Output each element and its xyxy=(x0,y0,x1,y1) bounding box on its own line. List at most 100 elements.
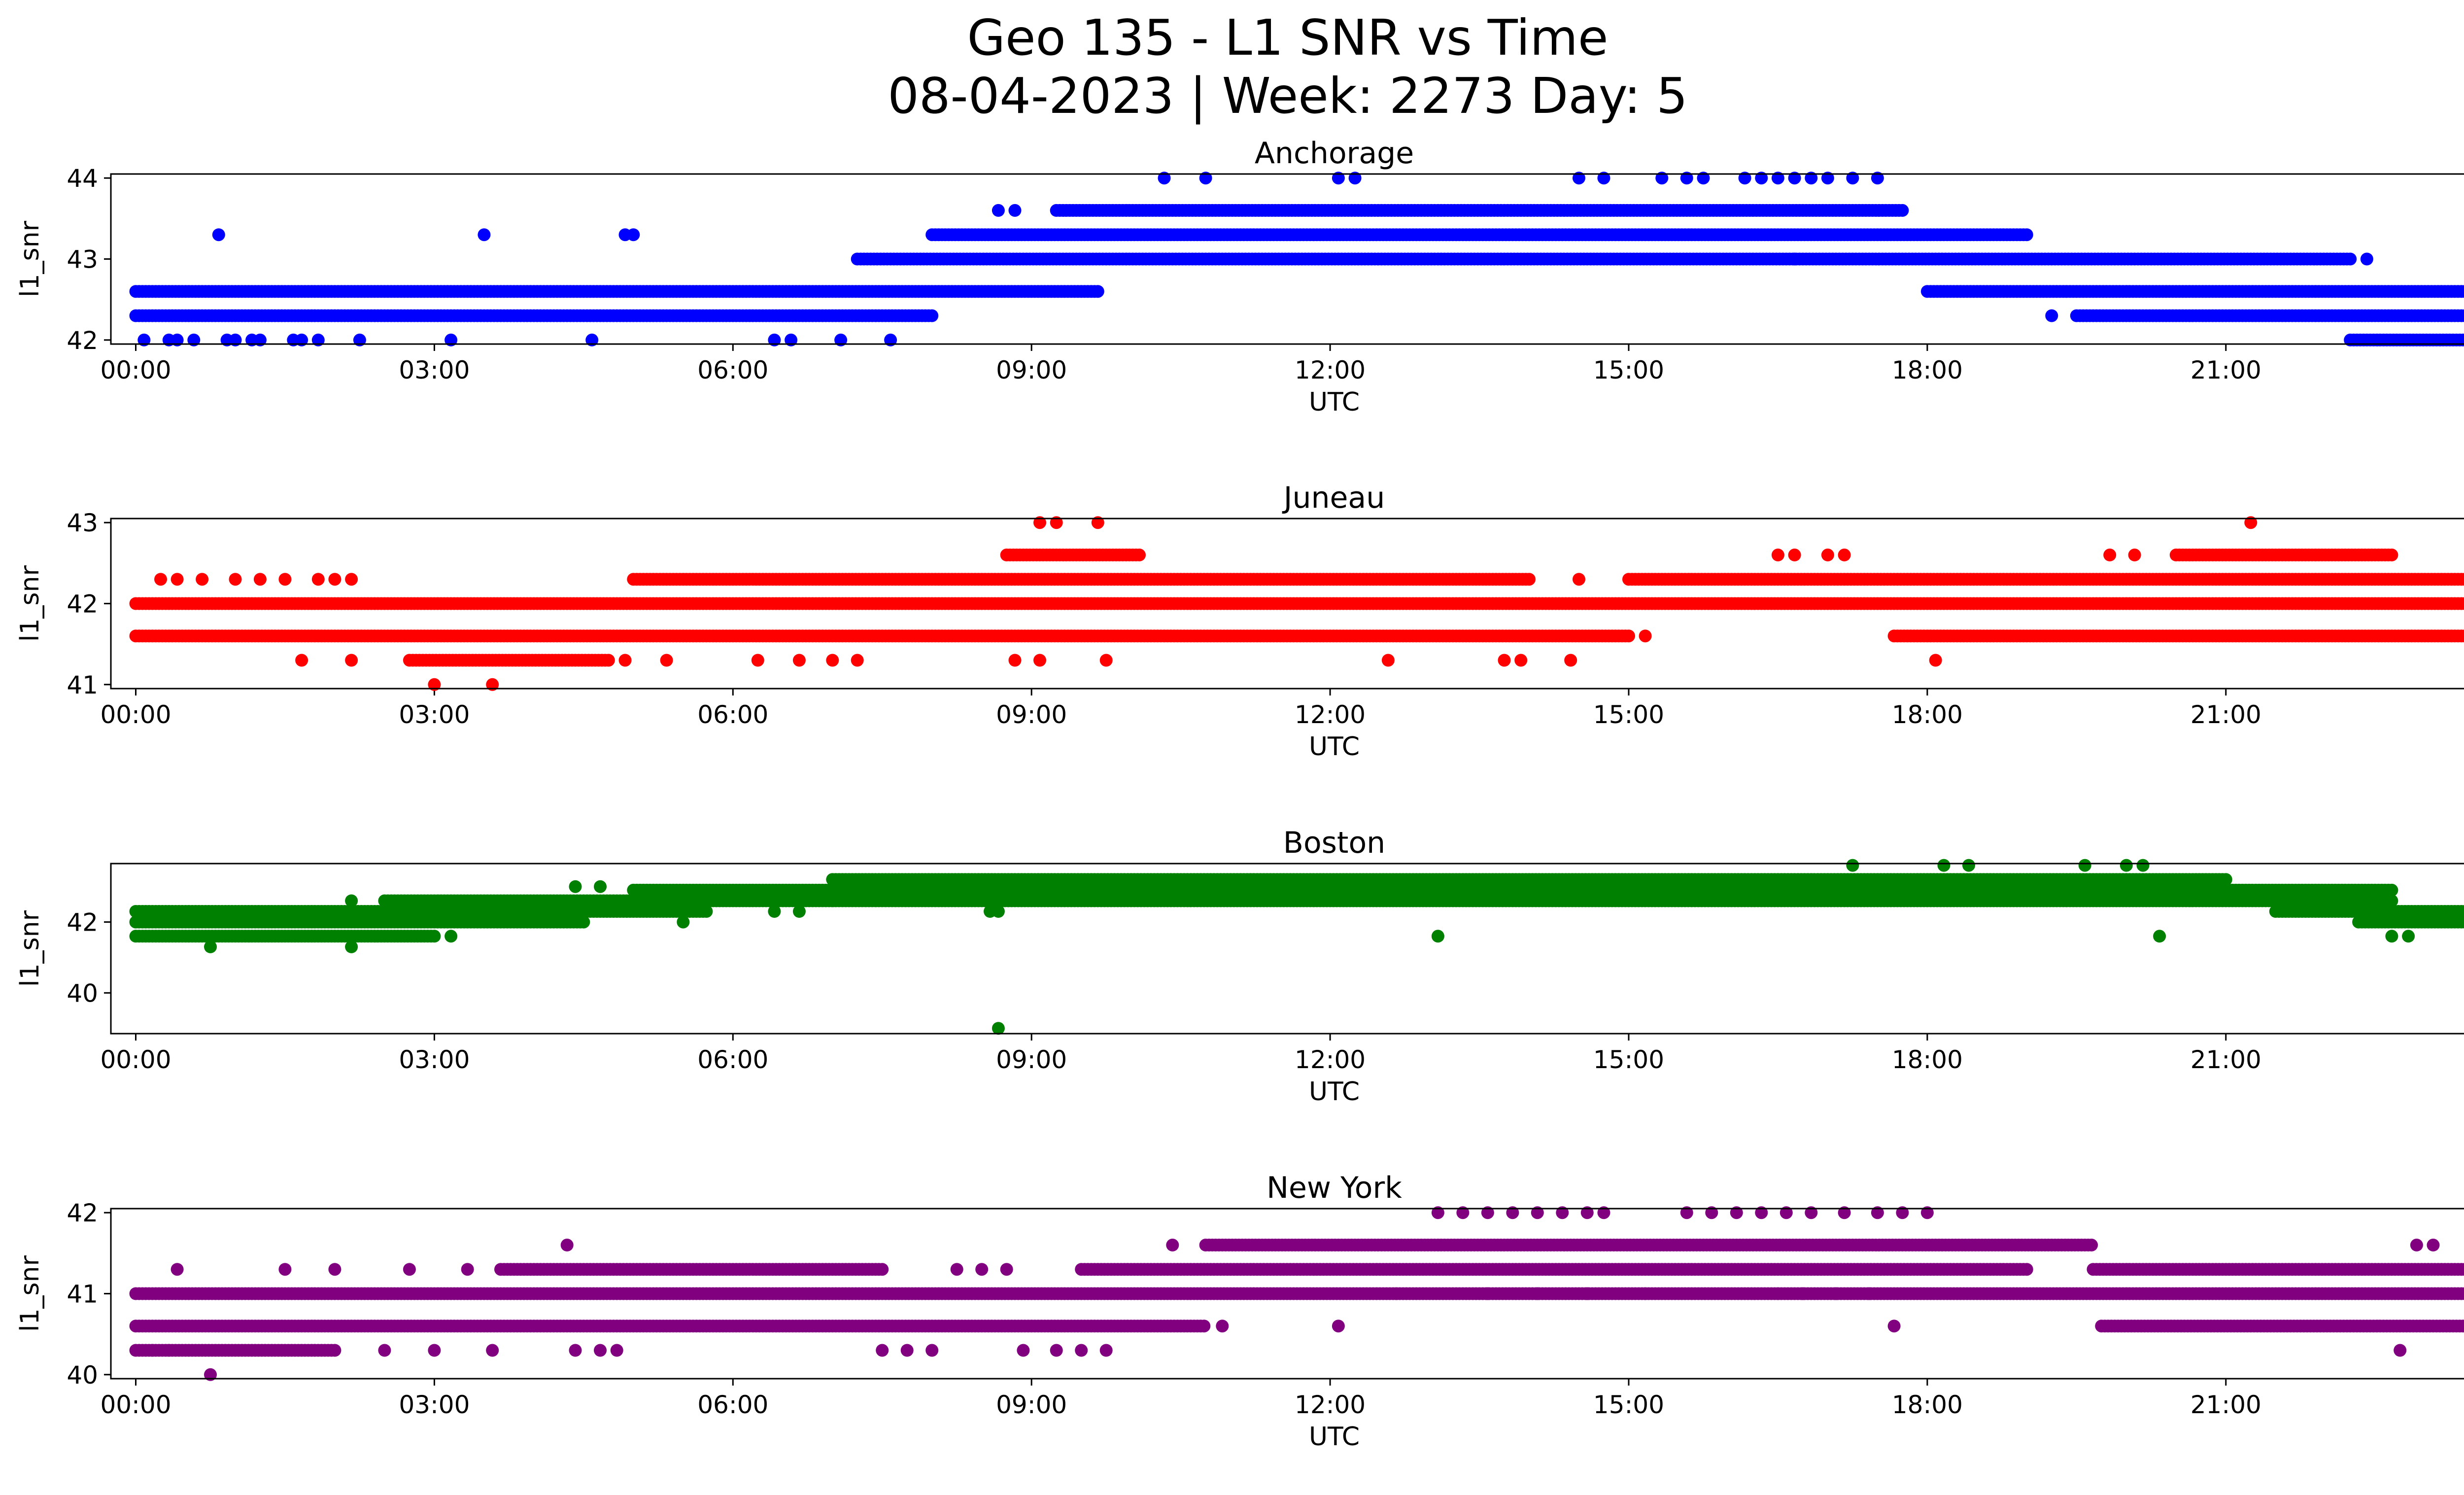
x-tick-label: 18:00 xyxy=(1892,700,1963,729)
data-point xyxy=(1133,548,1146,561)
y-tick-label: 43 xyxy=(67,509,98,537)
data-point xyxy=(1381,654,1395,667)
figure-title-line-2: 08-04-2023 | Week: 2273 Day: 5 xyxy=(888,67,1688,125)
data-point xyxy=(2045,309,2058,322)
subplot-boston: Boston 00:00 03:00 06:00 09:00 12:00 15:00 18:0… xyxy=(15,826,2464,1107)
data-point xyxy=(2344,252,2357,266)
x-tick-label: 03:00 xyxy=(399,356,470,384)
data-point xyxy=(253,573,267,586)
data-point xyxy=(2128,548,2141,561)
x-tick-label: 09:00 xyxy=(996,700,1067,729)
data-point xyxy=(2020,228,2033,242)
x-axis-label: UTC xyxy=(1309,732,1360,762)
x-tick-label: 21:00 xyxy=(2190,700,2261,729)
subplot-juneau: Juneau 00:00 03:00 06:00 09:00 12:00 15:00 18:0… xyxy=(15,481,2464,762)
data-point xyxy=(1091,285,1104,298)
data-point xyxy=(2360,252,2373,266)
x-tick-label: 15:00 xyxy=(1593,356,1664,384)
series-points xyxy=(129,516,2464,691)
y-tick-label: 42 xyxy=(67,908,98,937)
data-point xyxy=(212,228,225,242)
x-tick-label: 15:00 xyxy=(1593,1045,1664,1074)
data-point xyxy=(478,228,491,242)
data-point xyxy=(171,573,184,586)
x-tick-label: 00:00 xyxy=(100,1045,171,1074)
x-tick-label: 06:00 xyxy=(697,1045,768,1074)
data-point xyxy=(602,654,615,667)
data-point xyxy=(196,573,209,586)
x-tick-label: 12:00 xyxy=(1295,700,1366,729)
y-tick-label: 43 xyxy=(67,245,98,274)
x-tick-label: 12:00 xyxy=(1295,1045,1366,1074)
y-tick-label: 44 xyxy=(67,164,98,193)
series-points xyxy=(129,859,2464,1035)
data-point xyxy=(1788,548,1801,561)
x-tick-label: 00:00 xyxy=(100,356,171,384)
data-point xyxy=(1771,548,1784,561)
y-axis-label: l1_snr xyxy=(15,565,45,642)
data-point xyxy=(660,654,673,667)
data-point xyxy=(345,573,358,586)
subplot-title: Anchorage xyxy=(1255,136,1414,171)
data-point xyxy=(751,654,764,667)
figure-title-line-1: Geo 135 - L1 SNR vs Time xyxy=(967,9,1608,67)
x-tick-label: 18:00 xyxy=(1892,356,1963,384)
data-point xyxy=(2103,548,2117,561)
data-point xyxy=(229,573,242,586)
x-tick-label: 15:00 xyxy=(1593,700,1664,729)
data-point xyxy=(1896,204,1909,217)
data-point xyxy=(1821,548,1834,561)
data-point xyxy=(328,573,342,586)
data-point xyxy=(278,573,292,586)
data-point xyxy=(1639,629,1652,643)
subplot-title: Juneau xyxy=(1282,481,1385,515)
y-axis-label: l1_snr xyxy=(15,910,45,987)
y-axis-label: l1_snr xyxy=(15,220,45,297)
x-tick-label: 03:00 xyxy=(399,1045,470,1074)
data-point xyxy=(295,654,308,667)
x-axis-label: UTC xyxy=(1309,387,1360,417)
data-point xyxy=(1929,654,1942,667)
x-tick-label: 09:00 xyxy=(996,356,1067,384)
y-tick-label: 40 xyxy=(67,979,98,1008)
x-tick-label: 09:00 xyxy=(996,1045,1067,1074)
data-point xyxy=(345,654,358,667)
data-point xyxy=(627,228,640,242)
data-point xyxy=(1008,654,1022,667)
data-point xyxy=(792,654,806,667)
x-tick-label: 03:00 xyxy=(399,700,470,729)
data-point xyxy=(2385,548,2398,561)
data-point xyxy=(618,654,632,667)
data-point xyxy=(1564,654,1577,667)
data-point xyxy=(1514,654,1528,667)
y-tick-label: 42 xyxy=(67,326,98,355)
subplot-anchorage: Anchorage 00:00 03:00 06:00 09:00 12:00 15:00 1… xyxy=(15,136,2464,417)
data-point xyxy=(1788,252,1801,266)
subplot-title: Boston xyxy=(1283,826,1385,860)
y-tick-label: 41 xyxy=(67,671,98,699)
data-point xyxy=(311,573,325,586)
x-tick-label: 12:00 xyxy=(1295,356,1366,384)
x-tick-label: 00:00 xyxy=(100,700,171,729)
data-point xyxy=(826,654,839,667)
x-axis-label: UTC xyxy=(1309,1077,1360,1107)
data-point xyxy=(925,309,939,322)
data-point xyxy=(851,654,864,667)
data-point xyxy=(992,204,1005,217)
y-tick-label: 42 xyxy=(67,590,98,619)
x-tick-label: 21:00 xyxy=(2190,1045,2261,1074)
x-tick-label: 21:00 xyxy=(2190,356,2261,384)
x-tick-label: 18:00 xyxy=(1892,1045,1963,1074)
data-point xyxy=(1622,629,1635,643)
data-point xyxy=(1008,204,1022,217)
data-point xyxy=(1033,654,1046,667)
series-points xyxy=(129,172,2464,347)
x-tick-label: 06:00 xyxy=(697,356,768,384)
data-point xyxy=(428,930,441,943)
data-point xyxy=(1099,654,1113,667)
x-tick-label: 06:00 xyxy=(697,700,768,729)
figure-title: Geo 135 - L1 SNR vs Time 08-04-2023 | We… xyxy=(0,9,2464,125)
data-point xyxy=(154,573,167,586)
data-point xyxy=(1498,654,1511,667)
